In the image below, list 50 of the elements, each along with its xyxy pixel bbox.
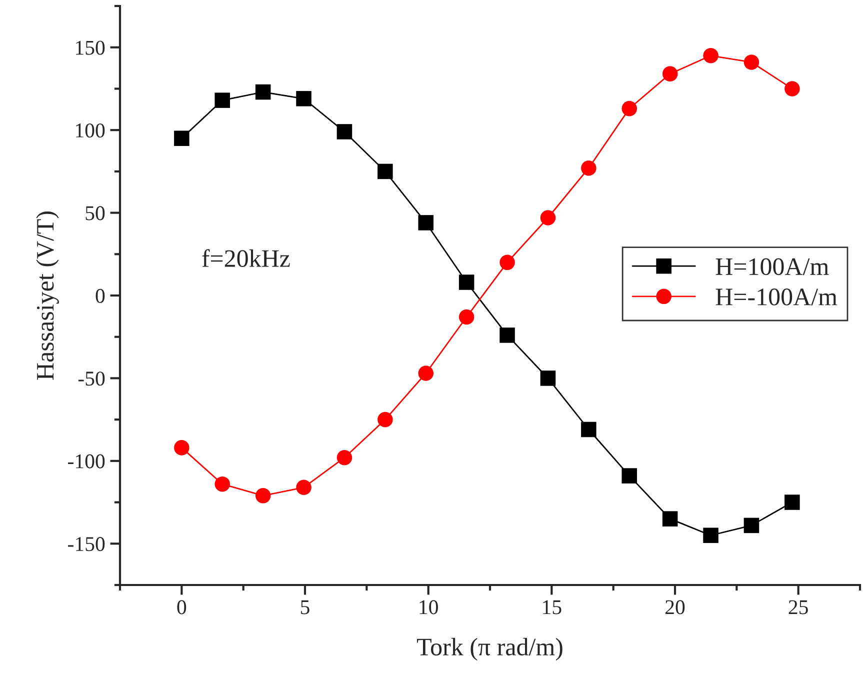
x-tick-label: 0 [177,600,186,614]
x-tick-label: 10 [420,600,438,614]
point [378,412,393,428]
y-tick-label: -150 [68,537,105,552]
x-tick-label: 15 [543,600,562,614]
point [622,100,638,116]
point [214,476,230,492]
annotation: f=20kHz [202,249,290,268]
point [581,422,596,438]
y-tick-label: -50 [78,372,105,386]
point [418,366,434,381]
point [174,130,190,146]
point [581,160,596,176]
y-tick-label: 150 [76,40,105,55]
y-tick-label: 100 [76,123,105,138]
legend-label: H=100A/m [716,258,829,276]
y-tick-label: 0 [96,288,105,303]
point [296,91,312,106]
point [174,440,190,456]
point [703,528,718,544]
y-axis-title: Hassasiyet (V/T) [36,212,59,380]
point [255,488,271,504]
point [500,328,515,343]
point [336,124,352,140]
point [540,210,556,226]
point [540,370,556,386]
point [784,494,800,510]
point [458,309,474,325]
point [744,54,760,70]
point [458,274,474,290]
point [662,511,678,526]
point [296,480,312,496]
point [622,468,638,484]
legend-label: H=-100A/m [716,288,838,306]
point [336,450,352,466]
x-tick-label: 25 [788,600,808,614]
point [703,48,718,64]
point [784,81,800,96]
point [255,84,271,100]
x-tick-label: 20 [666,600,685,614]
point [378,164,393,180]
point [214,92,230,108]
point [500,254,515,270]
x-tick-label: 5 [301,600,310,614]
point [744,518,760,534]
x-axis-title: Tork (π rad/m) [416,638,562,661]
point [662,66,678,82]
point [418,215,434,230]
y-tick-label: -100 [68,454,105,468]
y-tick-label: 50 [86,206,105,220]
